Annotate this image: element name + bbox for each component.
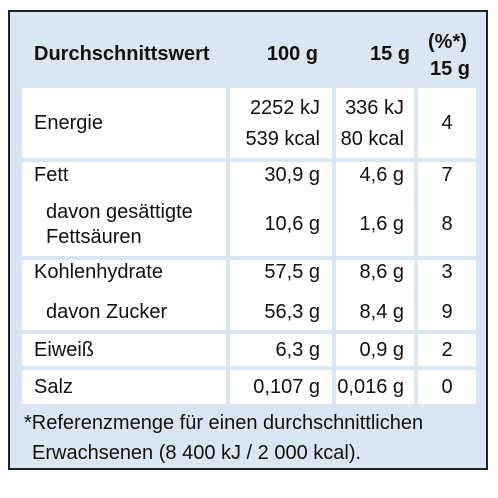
- cell-bg: [418, 162, 476, 256]
- cell-bg: [336, 162, 414, 256]
- value-100g: 2252 kJ: [249, 96, 320, 119]
- value-15g: 0,016 g: [337, 376, 404, 398]
- cell-bg: [336, 370, 414, 404]
- cell-bg: [336, 260, 414, 330]
- value-15g: 336 kJ: [345, 96, 404, 119]
- cell-bg: [230, 334, 332, 366]
- value-percent: 7: [441, 164, 453, 186]
- cell-bg: [418, 260, 476, 330]
- cell-bg: [418, 334, 476, 366]
- row-label: Salz: [34, 376, 73, 398]
- cell-bg: [22, 88, 226, 158]
- value-15g: 8,6 g: [359, 261, 404, 283]
- cell-bg: [418, 88, 476, 158]
- nutrition-table: Durchschnittswert 100 g 15 g (%*) 15 g *…: [8, 10, 488, 470]
- cell-bg: [22, 334, 226, 366]
- footnote: *Referenzmenge für einen durchschnittlic…: [24, 412, 424, 434]
- value-100g: 57,5 g: [264, 261, 320, 283]
- value-percent: 3: [441, 261, 453, 283]
- header-100g: 100 g: [266, 43, 318, 65]
- row-label: davon gesättigte: [46, 200, 193, 223]
- cell-bg: [230, 260, 332, 330]
- cell-bg: [22, 162, 226, 256]
- row-label: davon Zucker: [46, 301, 168, 323]
- cell-bg: [230, 370, 332, 404]
- row-label: Fett: [34, 164, 69, 186]
- value-100g: 6,3 g: [275, 339, 320, 361]
- header-label: Durchschnittswert: [34, 43, 210, 65]
- footnote: Erwachsenen (8 400 kJ / 2 000 kcal).: [32, 442, 362, 464]
- value-percent: 8: [441, 213, 453, 235]
- cell-bg: [22, 370, 226, 404]
- header-15g: 15 g: [369, 43, 410, 65]
- value-100g: 56,3 g: [264, 301, 320, 323]
- value-15g: 1,6 g: [359, 213, 404, 235]
- row-label: Kohlenhydrate: [34, 261, 163, 283]
- cell-bg: [336, 334, 414, 366]
- header-percent: (%*): [428, 31, 467, 53]
- value-percent: 2: [441, 339, 453, 361]
- cell-bg: [22, 260, 226, 330]
- value-15g: 80 kcal: [340, 127, 404, 150]
- value-percent: 9: [441, 301, 453, 323]
- value-15g: 4,6 g: [359, 164, 404, 186]
- cell-bg: [418, 370, 476, 404]
- row-label: Eiweiß: [34, 339, 95, 361]
- value-15g: 0,9 g: [359, 339, 404, 361]
- row-label: Fettsäuren: [46, 225, 142, 248]
- row-label: Energie: [34, 112, 103, 134]
- value-100g: 539 kcal: [245, 127, 321, 150]
- cell-bg: [230, 88, 332, 158]
- value-percent: 4: [441, 112, 453, 134]
- value-100g: 30,9 g: [264, 164, 320, 186]
- value-100g: 0,107 g: [253, 376, 320, 398]
- value-100g: 10,6 g: [264, 213, 320, 235]
- header-percent: 15 g: [430, 58, 471, 80]
- value-percent: 0: [441, 376, 453, 398]
- cell-bg: [336, 88, 414, 158]
- value-15g: 8,4 g: [359, 301, 404, 323]
- cell-bg: [230, 162, 332, 256]
